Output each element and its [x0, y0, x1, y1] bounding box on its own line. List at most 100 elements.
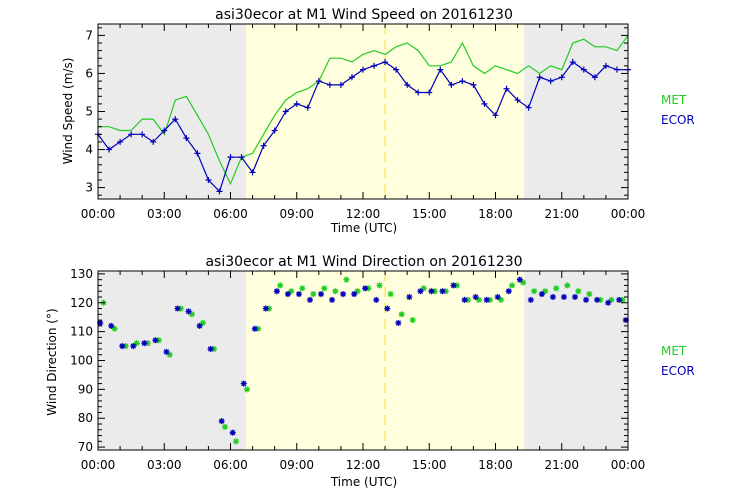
- ecor-point: [304, 104, 311, 111]
- met-point: [475, 296, 482, 303]
- ecor-point: [119, 343, 126, 350]
- ecor-point: [315, 78, 322, 85]
- met-point: [520, 279, 527, 286]
- ecor-point: [459, 78, 466, 85]
- met-point: [277, 282, 284, 289]
- x-tick-label: 00:00: [611, 207, 646, 221]
- y-tick-label: 110: [70, 325, 93, 339]
- speed-legend-met: MET: [661, 93, 687, 107]
- ecor-point: [514, 97, 521, 104]
- met-point: [144, 340, 151, 347]
- met-point: [111, 325, 118, 332]
- ecor-point: [373, 296, 380, 303]
- ecor-point: [591, 74, 598, 81]
- met-point: [133, 340, 140, 347]
- ecor-point: [318, 291, 325, 298]
- met-point: [586, 291, 593, 298]
- y-tick-label: 80: [78, 411, 93, 425]
- ecor-point: [238, 154, 245, 161]
- met-point: [486, 296, 493, 303]
- y-tick-label: 7: [85, 28, 93, 42]
- ecor-point: [616, 296, 623, 303]
- met-point: [299, 285, 306, 292]
- met-point: [122, 343, 129, 350]
- met-point: [332, 288, 339, 295]
- x-tick-label: 03:00: [147, 458, 182, 472]
- ecor-point: [249, 169, 256, 176]
- wind-speed-panel: asi30ecor at M1 Wind Speed on 20161230 0…: [61, 7, 695, 235]
- x-tick-label: 21:00: [544, 207, 579, 221]
- met-point: [453, 282, 460, 289]
- x-tick-label: 06:00: [213, 458, 248, 472]
- met-point: [188, 311, 195, 318]
- met-point: [608, 296, 615, 303]
- speed-title: asi30ecor at M1 Wind Speed on 20161230: [215, 7, 513, 23]
- met-point: [343, 276, 350, 283]
- x-tick-label: 00:00: [81, 458, 116, 472]
- ecor-point: [580, 66, 587, 73]
- met-point: [409, 317, 416, 324]
- met-point: [575, 288, 582, 295]
- direction-legend-ecor: ECOR: [661, 364, 695, 378]
- ecor-point: [472, 293, 479, 300]
- ecor-point: [329, 296, 336, 303]
- ecor-point: [547, 78, 554, 85]
- met-point: [166, 351, 173, 358]
- x-tick-label: 18:00: [478, 207, 513, 221]
- ecor-point: [583, 296, 590, 303]
- x-tick-label: 18:00: [478, 458, 513, 472]
- ecor-point: [348, 74, 355, 81]
- met-point: [365, 285, 372, 292]
- night-region-evening: [524, 24, 628, 199]
- ecor-point: [194, 150, 201, 157]
- ecor-point: [470, 81, 477, 88]
- ecor-point: [229, 429, 236, 436]
- met-point: [498, 296, 505, 303]
- ecor-point: [117, 138, 124, 145]
- met-point: [177, 305, 184, 312]
- ecor-point: [527, 296, 534, 303]
- ecor-point: [360, 66, 366, 73]
- ecor-point: [97, 319, 104, 326]
- ecor-point: [216, 188, 223, 195]
- ecor-point: [481, 100, 488, 107]
- ecor-point: [284, 291, 291, 298]
- ecor-point: [538, 291, 545, 298]
- ecor-point: [450, 282, 457, 289]
- ecor-point: [251, 325, 258, 332]
- met-point: [531, 288, 538, 295]
- x-tick-label: 15:00: [412, 207, 447, 221]
- ecor-point: [207, 345, 214, 352]
- y-tick-label: 4: [85, 143, 93, 157]
- ecor-point: [461, 296, 468, 303]
- met-point: [288, 288, 295, 295]
- met-point: [233, 438, 240, 445]
- ecor-point: [340, 291, 347, 298]
- ecor-point: [273, 288, 280, 295]
- met-point: [221, 423, 228, 430]
- ecor-point: [227, 154, 234, 161]
- ecor-point: [516, 276, 523, 283]
- ecor-point: [503, 85, 510, 92]
- ecor-point: [549, 293, 556, 300]
- ecor-point: [337, 81, 344, 88]
- ecor-point: [505, 288, 512, 295]
- ecor-point: [602, 62, 609, 69]
- x-tick-label: 00:00: [611, 458, 646, 472]
- met-point: [597, 296, 604, 303]
- ecor-point: [152, 337, 159, 344]
- x-tick-label: 03:00: [147, 207, 182, 221]
- speed-xlabel: Time (UTC): [330, 221, 397, 235]
- met-point: [310, 291, 317, 298]
- ecor-point: [572, 293, 578, 300]
- ecor-point: [393, 66, 400, 73]
- ecor-point: [185, 308, 192, 315]
- ecor-point: [128, 131, 135, 138]
- ecor-point: [428, 288, 435, 295]
- met-point: [619, 296, 626, 303]
- met-point: [210, 345, 217, 352]
- met-point: [542, 288, 549, 295]
- ecor-point: [240, 380, 247, 387]
- ecor-point: [262, 305, 269, 312]
